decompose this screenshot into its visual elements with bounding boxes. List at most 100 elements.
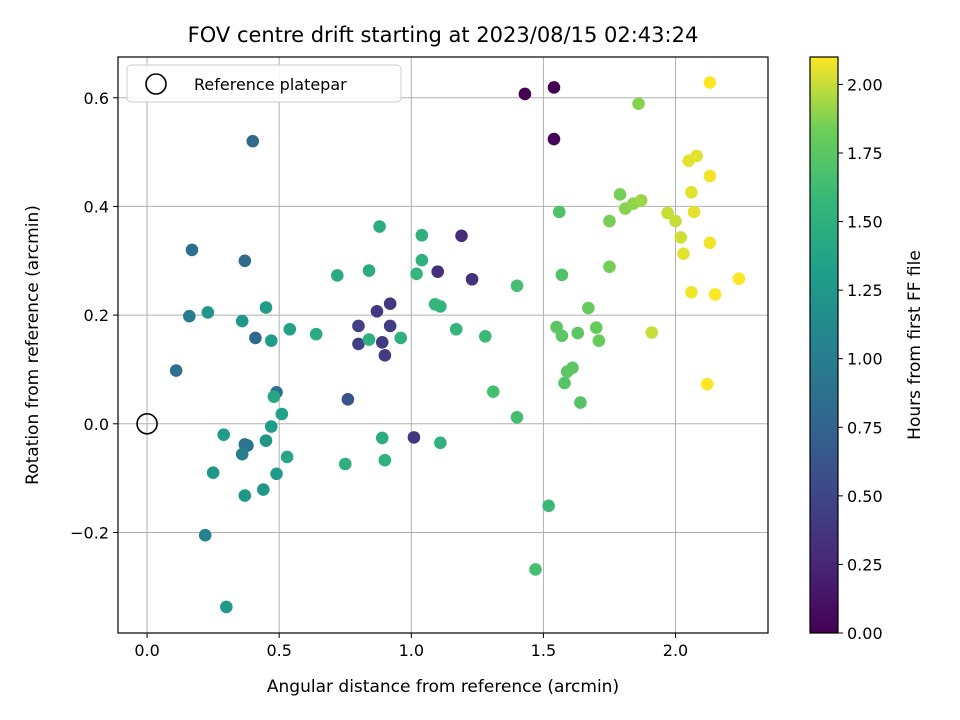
colorbar-frame [809, 56, 839, 634]
data-point [661, 206, 674, 220]
data-point [383, 319, 397, 333]
data-point [238, 489, 252, 502]
data-point [558, 376, 571, 390]
data-point [603, 260, 616, 274]
legend-entry-reference: Reference platepar [194, 75, 347, 94]
data-point [378, 453, 392, 467]
legend: Reference platepar [126, 64, 402, 103]
data-point [645, 326, 659, 339]
data-point [185, 243, 199, 257]
data-point [455, 229, 468, 243]
data-point [267, 390, 281, 403]
data-point [378, 349, 392, 362]
data-point [703, 236, 717, 250]
data-point [685, 285, 698, 299]
data-point [270, 467, 283, 481]
y-tick-label: −0.2 [70, 523, 109, 542]
data-point [383, 297, 397, 311]
data-point [708, 288, 722, 301]
data-point [634, 194, 648, 207]
data-point [362, 333, 376, 346]
colorbar-tick-label: 1.00 [847, 350, 883, 369]
colorbar-tick-label: 0.25 [847, 555, 883, 574]
colorbar-tick-label: 1.50 [847, 213, 883, 232]
data-point [434, 436, 447, 450]
x-tick-label: 1.5 [531, 641, 556, 660]
colorbar-tick-label: 0.50 [847, 487, 883, 506]
data-point [574, 396, 587, 409]
data-point [700, 377, 714, 391]
data-point [510, 279, 524, 293]
legend-reference-marker [145, 73, 167, 95]
reference-point-marker [136, 412, 158, 435]
data-point [582, 301, 595, 315]
data-point [235, 447, 249, 461]
data-point [674, 231, 688, 244]
data-point [264, 420, 278, 433]
data-point [331, 269, 344, 282]
data-point [571, 326, 585, 340]
data-point [690, 149, 703, 163]
data-point [257, 483, 270, 496]
data-point [375, 335, 389, 349]
data-point [732, 272, 746, 286]
colorbar: 0.00 0.25 0.50 0.75 1.00 1.25 1.50 1.75 2.00 Hou… [809, 56, 925, 643]
data-point [677, 247, 690, 261]
data-point [407, 431, 421, 444]
x-axis-label: Angular distance from reference (arcmin) [267, 677, 619, 697]
data-point [415, 253, 429, 267]
data-point [547, 132, 561, 146]
data-point [431, 265, 445, 278]
plot-frame [117, 56, 769, 634]
data-point [352, 319, 365, 333]
data-point [669, 214, 682, 228]
data-point [198, 528, 212, 542]
data-point [249, 331, 262, 345]
grid-lines [118, 57, 768, 633]
data-point [555, 268, 569, 282]
data-point [283, 322, 297, 336]
data-point [566, 361, 579, 375]
data-point [410, 267, 423, 281]
data-point [220, 600, 233, 614]
data-point [217, 428, 230, 441]
y-tick-label: 0.2 [84, 306, 109, 325]
data-point [338, 457, 352, 471]
y-tick-label: 0.6 [84, 89, 109, 108]
data-point [280, 450, 294, 464]
data-point [183, 309, 196, 323]
data-point [201, 306, 215, 319]
data-point [449, 322, 463, 336]
data-point [238, 254, 252, 268]
data-point [613, 188, 627, 201]
data-point [373, 220, 386, 233]
x-axis-ticks: 0.0 0.5 1.0 1.5 2.0 [134, 633, 688, 660]
data-point [341, 393, 355, 406]
x-tick-label: 0.0 [134, 641, 159, 660]
y-tick-label: 0.0 [84, 415, 109, 434]
data-point [478, 330, 492, 343]
data-point [603, 214, 616, 228]
data-point [703, 169, 717, 183]
data-point [362, 264, 376, 277]
data-point [703, 76, 717, 89]
data-point [632, 97, 645, 111]
data-point [592, 334, 606, 347]
data-point [415, 228, 429, 242]
data-point [259, 301, 273, 314]
data-point [486, 385, 500, 399]
data-point [309, 327, 323, 341]
data-point [375, 431, 389, 445]
data-point [547, 81, 561, 94]
data-point [246, 134, 260, 148]
colorbar-label: Hours from first FF file [905, 250, 925, 440]
data-point [259, 434, 273, 447]
x-tick-label: 1.0 [399, 641, 424, 660]
data-point [510, 410, 524, 424]
y-axis-ticks: −0.2 0.0 0.2 0.4 0.6 [70, 89, 118, 542]
data-point [394, 331, 408, 345]
data-point [235, 314, 249, 328]
x-tick-label: 2.0 [663, 641, 688, 660]
